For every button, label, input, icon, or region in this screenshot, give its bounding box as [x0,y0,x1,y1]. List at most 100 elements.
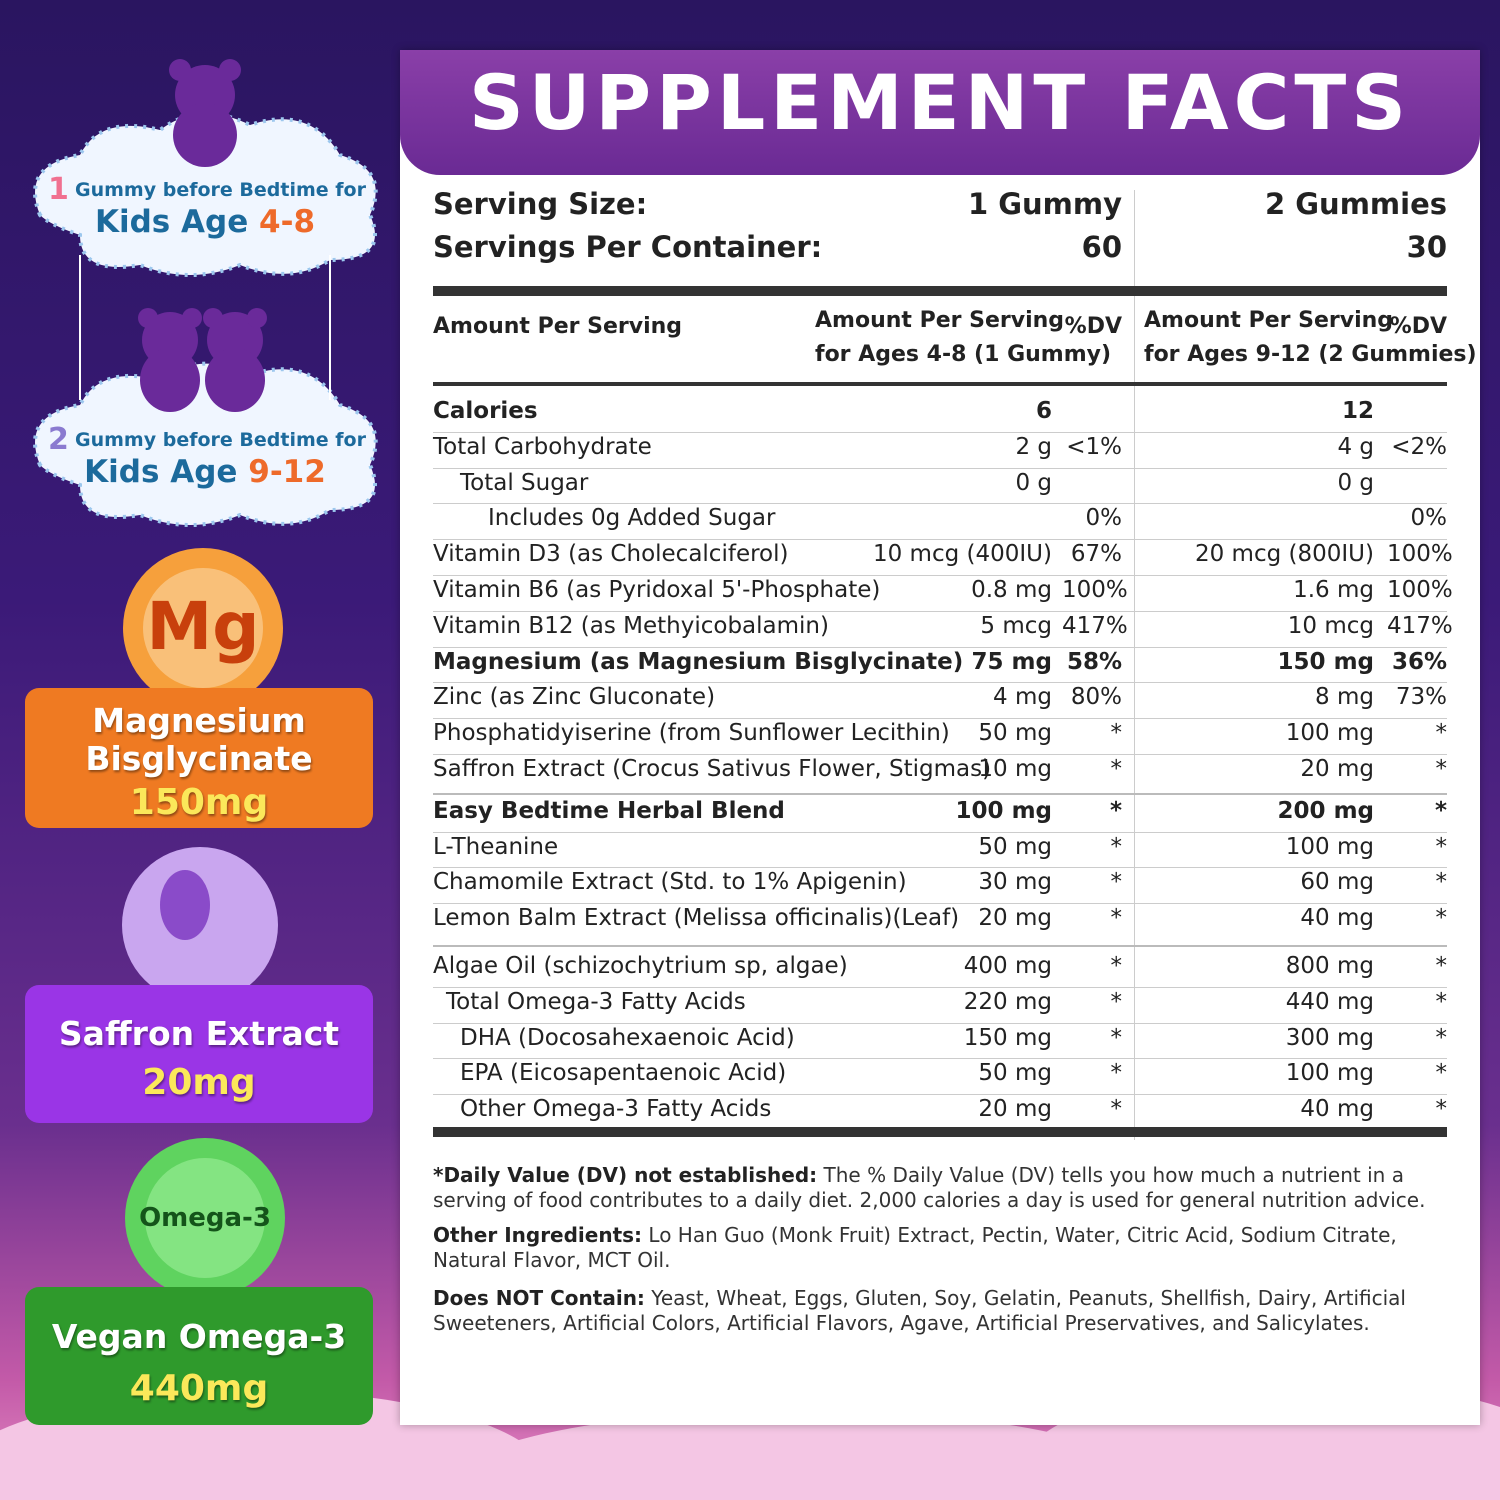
header-cell: Amount Per Serving [1144,308,1394,333]
row-dv: * [1110,869,1123,896]
header-cell: %DV [1064,314,1122,339]
row-amount: 0 g [1015,469,1052,496]
row-amount: 20 mg [978,905,1052,932]
kid-age-label: Kids Age [94,204,249,240]
row-amount: 100 mg [1285,833,1374,860]
note-text: Yeast, Wheat, Eggs, Gluten, Soy, Gelatin… [433,1286,1406,1335]
row-amount: 0 g [1337,469,1374,496]
header-cell: Amount Per Serving [815,308,1065,333]
row-dv: 0% [1410,505,1448,532]
note: Other Ingredients: Lo Han Guo (Monk Frui… [433,1223,1463,1273]
row-amount: 20 mcg (800IU) [1194,541,1374,568]
note-label: Other Ingredients: [433,1223,643,1247]
row-name: DHA (Docosahexaenoic Acid) [460,1024,795,1051]
row-name: Vitamin B12 (as Methyicobalamin) [433,612,829,639]
row-amount: 200 mg [1277,797,1374,824]
row-rule [433,792,1447,795]
header-cell: Amount Per Serving [433,314,683,339]
row-name: Vitamin B6 (as Pyridoxal 5'-Phosphate) [433,577,881,603]
row-dv: * [1435,905,1448,932]
row-dv: 73% [1395,684,1447,711]
row-dv: 100% [1387,541,1453,568]
row-name: Total Sugar [460,469,589,496]
row-rule [433,903,1447,905]
row-dv: * [1110,1096,1123,1123]
row-dv: 36% [1391,648,1447,675]
row-name: Total Carbohydrate [433,433,652,460]
kid-age: Kids Age 4-8 [40,204,370,240]
title-band [400,50,1480,175]
divider-vertical [1134,190,1135,1140]
row-name: Total Omega-3 Fatty Acids [446,988,746,1015]
row-dv: 417% [1062,612,1128,639]
note-text: The % Daily Value (DV) tells you how muc… [433,1163,1426,1212]
row-amount: 100 mg [1285,720,1374,747]
header-cell: for Ages 4-8 (1 Gummy) [815,342,1112,367]
row-rule [433,467,1447,469]
row-amount: 75 mg [971,648,1052,675]
row-dv: * [1435,1096,1448,1123]
row-amount: 40 mg [1300,905,1374,932]
row-amount: 150 mg [1277,648,1374,675]
row-rule [433,646,1447,648]
row-rule [433,754,1447,755]
row-name: Other Omega-3 Fatty Acids [460,1096,772,1123]
kid-line: Gummy before Bedtime for [75,179,366,201]
rule-thick [433,1127,1447,1137]
row-dv: * [1435,720,1448,747]
badge-name: Vegan Omega-3 [51,1317,347,1356]
row-rule [433,718,1447,720]
row-amount: 100 mg [955,797,1052,824]
row-rule [433,1058,1447,1060]
row-name: Magnesium (as Magnesium Bisglycinate) [433,648,964,675]
row-amount: 10 mg [978,756,1052,782]
omega-icon: Omega-3 [139,1203,271,1233]
row-dv: * [1434,797,1447,824]
row-dv: * [1435,1024,1448,1051]
row-rule [433,986,1447,988]
row-dv: * [1435,833,1448,860]
row-amount: 50 mg [978,833,1052,860]
badge-amount: 20mg [142,1062,256,1103]
row-amount: 10 mcg [1287,612,1374,639]
row-rule [433,945,1447,947]
row-amount: 150 mg [963,1024,1052,1051]
row-name: Includes 0g Added Sugar [488,505,776,532]
row-amount: 10 mcg (400IU) [872,541,1052,568]
mg-icon: Mg [146,588,260,665]
row-amount: 300 mg [1285,1024,1374,1051]
row-rule [433,610,1447,612]
row-amount: 800 mg [1285,953,1374,979]
omega-box [25,1287,373,1425]
row-rule [433,431,1447,433]
row-name: Zinc (as Zinc Gluconate) [433,684,716,711]
kid-age-label: Kids Age [84,454,238,490]
rule-medium [433,382,1447,386]
row-amount: 4 g [1337,433,1374,460]
row-amount: 50 mg [978,720,1052,747]
row-dv: 100% [1387,577,1453,603]
row-name: Vitamin D3 (as Cholecalciferol) [433,541,789,568]
row-name: Lemon Balm Extract (Melissa officinalis)… [433,905,960,932]
row-amount: 30 mg [978,869,1052,896]
row-dv: 0% [1085,505,1123,532]
row-dv: 80% [1070,684,1122,711]
row-dv: * [1110,833,1123,860]
serving-label: Servings Per Container: [433,230,823,264]
row-rule [433,575,1447,576]
row-amount: 4 mg [993,684,1052,711]
row-rule [433,503,1447,505]
row-dv: * [1110,953,1123,979]
serving-label: Serving Size: [433,187,648,221]
row-dv: <1% [1066,433,1122,460]
row-amount: 8 mg [1315,684,1374,711]
row-rule [433,1094,1447,1096]
row-amount: 12 [1341,398,1374,424]
row-dv: * [1110,905,1123,932]
row-rule [433,867,1447,869]
magnesium-box [25,688,373,828]
row-amount: 20 mg [1300,756,1374,782]
facts-title: SUPPLEMENT FACTS [468,58,1411,147]
row-dv: * [1435,953,1448,979]
